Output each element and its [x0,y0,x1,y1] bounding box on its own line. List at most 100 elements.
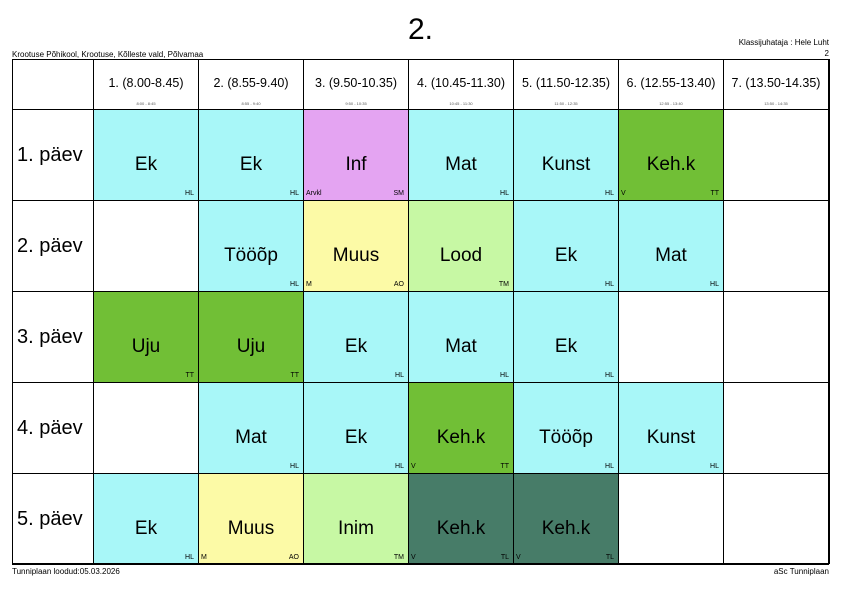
lesson-teacher: HL [290,190,299,197]
lesson-subject: Ek [134,154,158,175]
lesson-subject: Ek [239,154,263,175]
day-label-cell: 5. päev [12,474,94,565]
period-header: 1. (8.00-8.45) 8:00 - 8:45 [94,59,199,110]
lesson-room: V [516,554,521,561]
period-time: 12:55 - 13:40 [659,101,683,106]
lesson-cell[interactable]: Kunst HL [514,110,619,201]
software-name: aSc Tunniplaan [773,567,829,576]
lesson-cell[interactable]: Mat HL [199,383,304,474]
lesson-cell[interactable]: Keh.k V TL [409,474,514,565]
lesson-teacher: HL [395,372,404,379]
lesson-teacher: HL [500,372,509,379]
lesson-subject: Uju [131,336,161,357]
lesson-teacher: HL [500,190,509,197]
period-label: 3. (9.50-10.35) [315,76,397,90]
period-time: 9:50 - 10:35 [345,101,367,106]
lesson-cell[interactable]: Tööõp HL [199,201,304,292]
class-teacher: Klassijuhataja : Hele Luht [738,38,829,47]
period-header: 4. (10.45-11.30) 10:45 - 11:30 [409,59,514,110]
lesson-teacher: TL [500,554,509,561]
day-label: 5. päev [17,507,83,530]
period-time: 10:45 - 11:30 [449,101,473,106]
lesson-cell[interactable]: Ek HL [514,292,619,383]
day-label: 2. päev [17,234,83,257]
lesson-subject: Keh.k [436,518,486,539]
lesson-subject: Ek [554,336,578,357]
lesson-cell[interactable]: Ek HL [199,110,304,201]
lesson-subject: Uju [236,336,266,357]
day-label-cell: 3. päev [12,292,94,383]
lesson-cell[interactable]: Ek HL [94,474,199,565]
empty-cell [724,474,829,565]
lesson-teacher: HL [605,281,614,288]
lesson-teacher: TL [605,554,614,561]
lesson-room: M [306,281,312,288]
lesson-subject: Mat [655,245,687,266]
lesson-teacher: TT [710,190,719,197]
created-date: Tunniplaan loodud:05.03.2026 [12,567,120,576]
lesson-subject: Mat [445,336,477,357]
lesson-cell[interactable]: Mat HL [409,110,514,201]
lesson-cell[interactable]: Muus M AO [199,474,304,565]
lesson-cell[interactable]: Uju TT [199,292,304,383]
lesson-room: Arvkl [306,190,322,197]
period-header: 7. (13.50-14.35) 13:50 - 14:35 [724,59,829,110]
lesson-teacher: HL [290,281,299,288]
lesson-subject: Ek [554,245,578,266]
lesson-teacher: HL [605,190,614,197]
lesson-cell[interactable]: Uju TT [94,292,199,383]
lesson-teacher: AO [393,281,404,288]
lesson-cell[interactable]: Muus M AO [304,201,409,292]
lesson-cell[interactable]: Keh.k V TL [514,474,619,565]
lesson-subject: Tööõp [539,427,593,448]
lesson-room: V [411,463,416,470]
lesson-subject: Inim [338,518,374,539]
period-time: 8:00 - 8:45 [136,101,156,106]
lesson-subject: Inf [345,154,367,175]
lesson-cell[interactable]: Ek HL [94,110,199,201]
lesson-cell[interactable]: Inim TM [304,474,409,565]
lesson-cell[interactable]: Kunst HL [619,383,724,474]
lesson-cell[interactable]: Lood TM [409,201,514,292]
period-header: 2. (8.55-9.40) 8:55 - 9:40 [199,59,304,110]
lesson-cell[interactable]: Tööõp HL [514,383,619,474]
school-name: Krootuse Põhikool, Krootuse, Kõlleste va… [12,50,204,59]
lesson-cell[interactable]: Ek HL [304,292,409,383]
period-time: 13:50 - 14:35 [764,101,788,106]
period-label: 6. (12.55-13.40) [626,76,716,90]
lesson-cell[interactable]: Mat HL [409,292,514,383]
lesson-subject: Muus [332,245,380,266]
lesson-teacher: HL [185,554,194,561]
empty-cell [724,110,829,201]
lesson-subject: Ek [134,518,158,539]
lesson-subject: Keh.k [436,427,486,448]
lesson-subject: Mat [445,154,477,175]
lesson-cell[interactable]: Inf Arvkl SM [304,110,409,201]
lesson-subject: Kunst [646,427,696,448]
empty-cell [724,383,829,474]
period-header: 6. (12.55-13.40) 12:55 - 13:40 [619,59,724,110]
lesson-cell[interactable]: Keh.k V TT [619,110,724,201]
empty-cell [619,292,724,383]
empty-cell [724,201,829,292]
lesson-cell[interactable]: Ek HL [304,383,409,474]
lesson-subject: Tööõp [224,245,278,266]
page-number: 2 [824,49,829,58]
corner-cell [12,59,94,110]
lesson-cell[interactable]: Ek HL [514,201,619,292]
lesson-teacher: TM [393,554,404,561]
period-label: 7. (13.50-14.35) [731,76,821,90]
lesson-cell[interactable]: Keh.k V TT [409,383,514,474]
lesson-subject: Mat [235,427,267,448]
period-label: 2. (8.55-9.40) [213,76,289,90]
day-label-cell: 2. päev [12,201,94,292]
lesson-teacher: TM [498,281,509,288]
lesson-subject: Ek [344,336,368,357]
timetable-grid: 1. (8.00-8.45) 8:00 - 8:45 2. (8.55-9.40) 8… [12,59,830,565]
lesson-teacher: HL [710,281,719,288]
period-label: 5. (11.50-12.35) [521,76,611,90]
lesson-cell[interactable]: Mat HL [619,201,724,292]
empty-cell [724,292,829,383]
period-time: 11:50 - 12:35 [554,101,578,106]
lesson-subject: Lood [439,245,483,266]
